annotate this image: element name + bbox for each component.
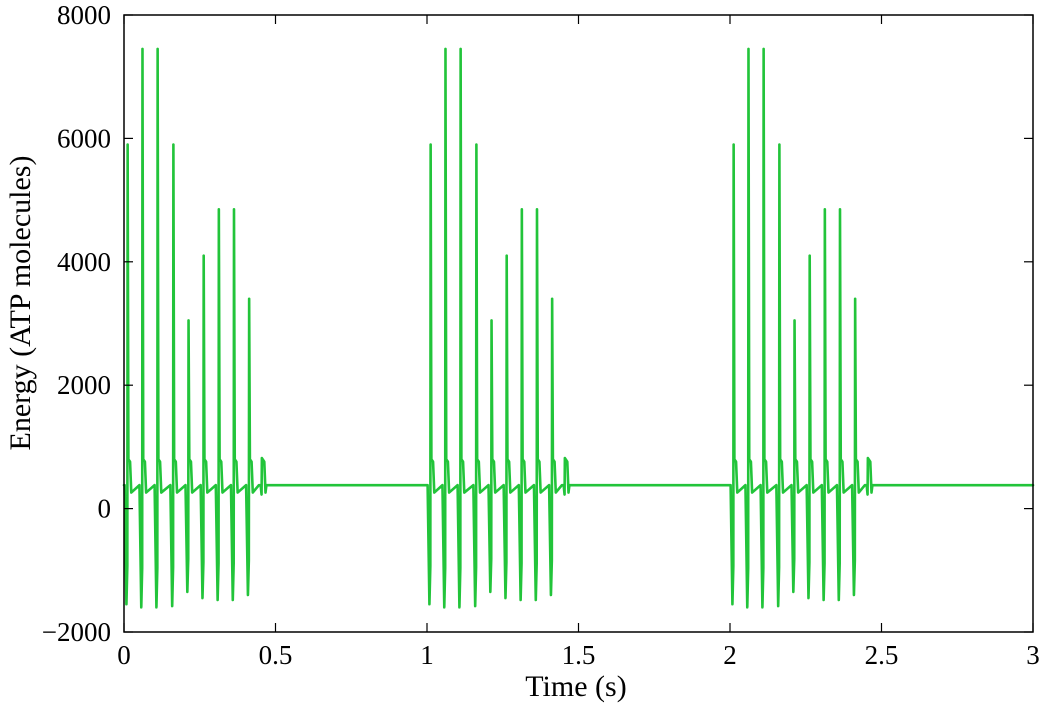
y-tick-label: 8000 [57,0,111,30]
y-tick-label: 2000 [57,370,111,400]
x-tick-label: 2 [723,640,737,670]
x-tick-label: 2.5 [865,640,899,670]
plot-area [122,47,1035,609]
x-tick-label: 0.5 [259,640,293,670]
y-tick-label: 0 [98,494,112,524]
x-tick-label: 0 [117,640,131,670]
series-line-energy [122,47,1035,609]
y-tick-label: 6000 [57,123,111,153]
y-tick-label: −2000 [42,617,111,647]
y-axis-label: Energy (ATP molecules) [4,156,37,451]
x-tick-label: 3 [1026,640,1040,670]
x-tick-label: 1 [420,640,434,670]
x-axis-label: Time (s) [525,670,626,703]
y-tick-label: 4000 [57,247,111,277]
x-tick-label: 1.5 [562,640,596,670]
plot-frame [123,14,1034,633]
